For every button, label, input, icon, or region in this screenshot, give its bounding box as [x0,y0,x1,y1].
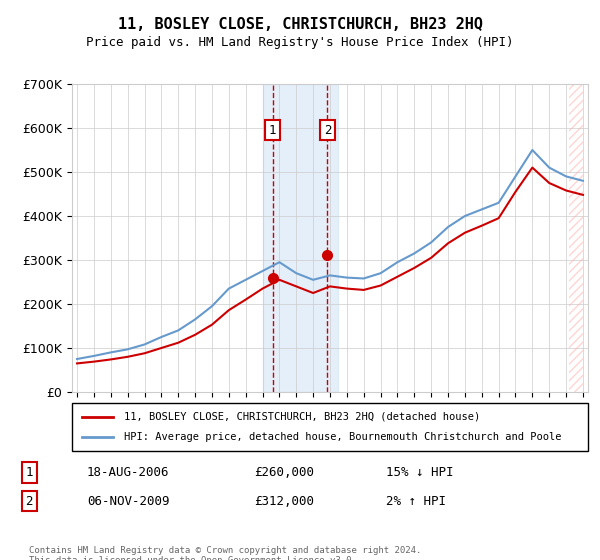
FancyBboxPatch shape [72,403,588,451]
Bar [569,84,583,392]
Text: 2% ↑ HPI: 2% ↑ HPI [386,494,446,508]
Text: 18-AUG-2006: 18-AUG-2006 [87,466,169,479]
Text: 06-NOV-2009: 06-NOV-2009 [87,494,169,508]
Text: £260,000: £260,000 [254,466,314,479]
Text: HPI: Average price, detached house, Bournemouth Christchurch and Poole: HPI: Average price, detached house, Bour… [124,432,561,442]
Text: 1: 1 [26,466,33,479]
Text: 2: 2 [324,124,331,137]
Text: 1: 1 [269,124,277,137]
Text: 15% ↓ HPI: 15% ↓ HPI [386,466,454,479]
Text: 11, BOSLEY CLOSE, CHRISTCHURCH, BH23 2HQ: 11, BOSLEY CLOSE, CHRISTCHURCH, BH23 2HQ [118,17,482,32]
Bar [263,84,338,392]
Text: 2: 2 [26,494,33,508]
Text: Contains HM Land Registry data © Crown copyright and database right 2024.
This d: Contains HM Land Registry data © Crown c… [29,546,422,560]
Text: 11, BOSLEY CLOSE, CHRISTCHURCH, BH23 2HQ (detached house): 11, BOSLEY CLOSE, CHRISTCHURCH, BH23 2HQ… [124,412,480,422]
Text: Price paid vs. HM Land Registry's House Price Index (HPI): Price paid vs. HM Land Registry's House … [86,36,514,49]
Text: £312,000: £312,000 [254,494,314,508]
Bar [569,84,583,392]
